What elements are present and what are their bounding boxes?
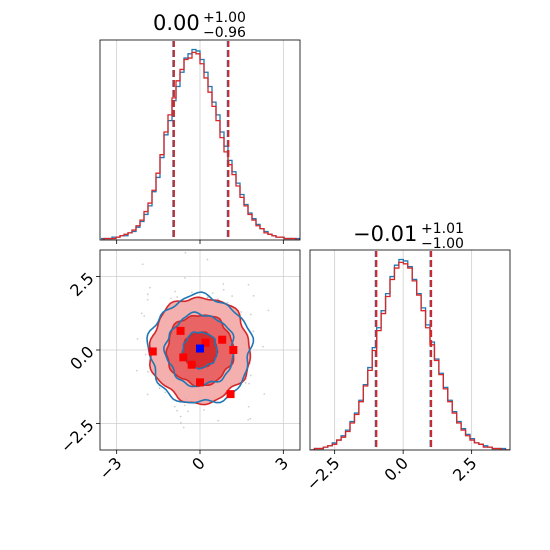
- red-square-marker: [218, 335, 227, 344]
- scatter-point: [247, 283, 250, 286]
- joint-xtick-label: −3: [95, 453, 125, 483]
- scatter-point: [203, 409, 205, 411]
- x0-series-1-steps: [101, 51, 300, 240]
- scatter-point: [136, 337, 139, 340]
- scatter-point: [173, 405, 176, 408]
- scatter-point: [141, 263, 144, 266]
- histogram-x1: [311, 251, 510, 450]
- scatter-point: [147, 370, 149, 373]
- scatter-point: [164, 391, 167, 394]
- joint-xtick-label: 0: [188, 453, 209, 474]
- x1-tick-label: 2.5: [449, 453, 480, 484]
- scatter-point: [248, 382, 251, 385]
- histogram-x0: [101, 41, 300, 240]
- red-square-marker: [176, 326, 185, 335]
- scatter-point: [211, 292, 214, 295]
- scatter-point: [143, 314, 146, 317]
- ticks-x1: −2.5 0.0 2.5: [303, 450, 480, 494]
- scatter-point: [247, 418, 250, 421]
- scatter-point: [182, 426, 185, 429]
- markers: [148, 326, 238, 399]
- scatter-point: [146, 293, 149, 296]
- scatter-point: [262, 345, 264, 348]
- scatter-point: [244, 381, 247, 384]
- red-square-marker: [148, 347, 157, 356]
- scatter-point: [176, 296, 179, 298]
- scatter-point: [174, 290, 177, 293]
- scatter-point: [146, 298, 149, 301]
- scatter-point: [247, 405, 250, 408]
- title-x0-sup: +1.00: [203, 10, 246, 26]
- scatter-point: [183, 277, 186, 279]
- panel-marginal-x0: 0.00 +1.00 −0.96: [99, 10, 301, 244]
- ticks-x0: [116, 240, 284, 244]
- scatter-point: [231, 295, 234, 297]
- title-x0-value: 0.00: [153, 11, 200, 35]
- scatter-point: [144, 353, 147, 356]
- joint-xtick-label: 3: [272, 453, 293, 474]
- scatter-point: [158, 387, 161, 390]
- x1-series-1-steps: [311, 261, 510, 450]
- joint-ytick-label: 0.0: [66, 342, 97, 373]
- scatter-point: [190, 291, 193, 294]
- panel-marginal-x1: −2.5 0.0 2.5 −0.01 +1.01 −1.00: [303, 221, 511, 494]
- scatter-point: [252, 294, 255, 297]
- red-square-marker: [187, 360, 196, 369]
- scatter-point: [206, 296, 209, 299]
- scatter-point: [184, 251, 187, 254]
- joint-ytick-label: 2.5: [66, 269, 97, 300]
- blue-contour-line-level-2: [146, 291, 255, 404]
- x1-tick-label: −2.5: [303, 453, 344, 494]
- scatter-point: [226, 301, 229, 304]
- red-square-marker: [226, 390, 235, 399]
- red-square-marker: [179, 353, 188, 362]
- blue-contour-line-level-0: [181, 331, 218, 370]
- scatter-point: [187, 410, 190, 413]
- title-x0-sub: −0.96: [203, 25, 246, 41]
- scatter-point: [183, 404, 186, 407]
- red-square-marker: [196, 378, 204, 387]
- scatter-point: [249, 417, 252, 420]
- title-x0: 0.00: [153, 11, 200, 35]
- scatter-point: [249, 374, 252, 377]
- title-x1-sup: +1.01: [421, 221, 464, 237]
- red-square-marker: [201, 338, 210, 347]
- joint-ytick-label: −2.5: [57, 416, 98, 457]
- scatter-point: [307, 338, 309, 340]
- panel-joint: −3 0 3 −2.5 0.0 2.5: [57, 249, 309, 484]
- scatter-point: [146, 393, 149, 396]
- scatter-point: [148, 286, 151, 289]
- blue-contour-line-level-1: [163, 311, 235, 388]
- scatter-point: [124, 452, 126, 454]
- scatter-point: [263, 393, 266, 395]
- title-x1-sub: −1.00: [421, 236, 464, 252]
- truth-marker: [196, 344, 204, 353]
- scatter-point: [222, 288, 225, 291]
- scatter-point: [222, 282, 225, 285]
- red-contour-line-level-1: [165, 314, 235, 388]
- scatter-point: [252, 330, 255, 333]
- scatter-point: [267, 309, 270, 312]
- scatter-point: [170, 297, 172, 300]
- scatter-point: [135, 369, 138, 372]
- scatter-point: [217, 419, 220, 422]
- scatter-point: [217, 298, 219, 300]
- scatter-point: [179, 421, 182, 424]
- scatter-point: [240, 311, 243, 313]
- x1-series-0-steps: [311, 258, 510, 450]
- scatter-point: [176, 409, 178, 412]
- title-x1: −0.01: [353, 222, 417, 246]
- grid-x0: [116, 40, 284, 240]
- red-square-marker: [229, 346, 238, 354]
- scatter-point: [179, 415, 182, 418]
- grid-x1: [334, 250, 473, 450]
- title-x1-value: −0.01: [353, 222, 417, 246]
- scatter-point: [206, 258, 209, 261]
- scatter-point: [140, 312, 143, 315]
- x1-tick-label: 0.0: [381, 453, 412, 484]
- axes-frame-x1: [309, 249, 511, 451]
- scatter-point: [249, 313, 252, 316]
